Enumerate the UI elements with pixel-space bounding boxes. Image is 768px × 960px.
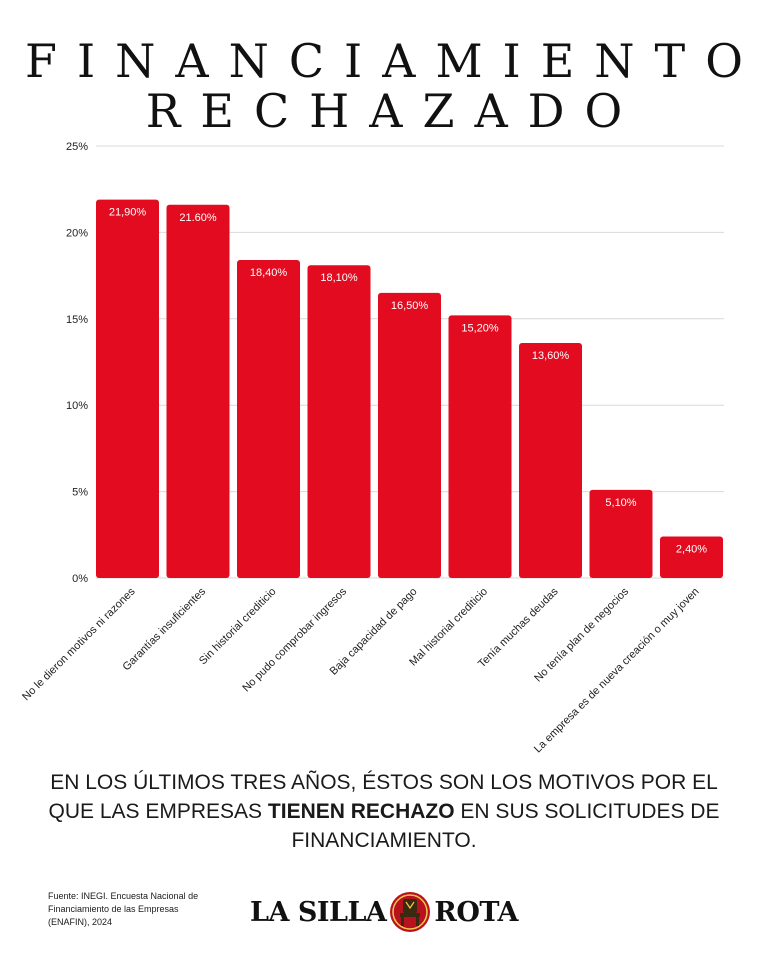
title-line-2: RECHAZADO <box>145 84 643 138</box>
bar-value-label: 18,10% <box>320 272 358 284</box>
bar-chart: 0% 5% 10% 15% 20% 25% 21,90% No le dieron motiv… <box>20 141 724 756</box>
bar-value-label: 21.60% <box>179 212 217 224</box>
y-tick-label: 5% <box>72 487 88 499</box>
bar-value-label: 18,40% <box>250 267 288 279</box>
category-label: No le dieron motivos ni razones <box>20 585 138 703</box>
caption-text-2: EN SUS SOLICITUDES DE FINANCIAMIENTO. <box>291 800 720 852</box>
y-tick-label: 20% <box>66 227 88 239</box>
bar <box>378 292 441 578</box>
logo-text-right: ROTA <box>434 896 518 928</box>
bar <box>307 265 371 578</box>
category-label: La empresa es de nueva creación o muy jo… <box>532 586 702 756</box>
category-label: Tenía muchas deudas <box>476 585 561 670</box>
caption-text-1: EN LOS ÚLTIMOS TRES AÑOS, ÉSTOS SON LOS … <box>48 771 718 823</box>
caption-emphasis: TIENEN RECHAZO <box>267 800 455 823</box>
bar-value-label: 13,60% <box>532 350 570 362</box>
bar <box>660 536 723 578</box>
category-label: Garantías insuficientes <box>121 585 209 673</box>
bar <box>237 260 300 578</box>
chair-emblem-icon <box>390 892 431 932</box>
chart-caption: EN LOS ÚLTIMOS TRES AÑOS, ÉSTOS SON LOS … <box>40 768 728 855</box>
bar-value-label: 16,50% <box>391 300 429 312</box>
bar <box>589 489 653 578</box>
bar <box>448 315 512 578</box>
bar-value-label: 5,10% <box>605 497 636 509</box>
source-note: Fuente: INEGI. Encuesta Nacional de Fina… <box>48 891 199 927</box>
bar <box>519 342 582 578</box>
brand-logo: LA SILLA ROTA <box>250 890 518 934</box>
bar-value-label: 15,20% <box>461 322 499 334</box>
y-tick-label: 0% <box>72 573 88 585</box>
y-tick-label: 15% <box>66 314 88 326</box>
bar <box>166 204 230 578</box>
bar-value-label: 2,40% <box>676 544 707 556</box>
bar-value-label: 21,90% <box>109 207 147 219</box>
y-tick-label: 25% <box>66 141 88 153</box>
y-tick-label: 10% <box>66 400 88 412</box>
title-line-1: FINANCIAMIENTO <box>25 34 763 88</box>
category-label: Mal historial crediticio <box>407 586 490 669</box>
logo-text-left: LA SILLA <box>250 896 387 928</box>
bar <box>96 199 159 578</box>
category-label: Sin historial crediticio <box>197 586 279 668</box>
